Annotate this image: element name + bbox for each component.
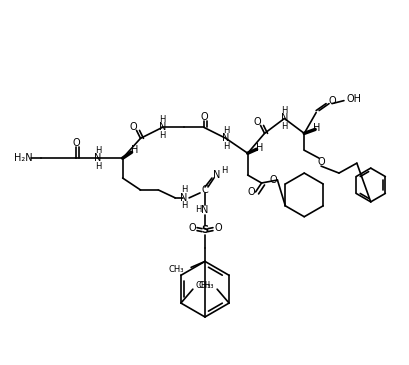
Text: H₂N: H₂N — [14, 153, 33, 163]
Text: H: H — [130, 145, 138, 155]
Text: H: H — [94, 162, 101, 170]
Text: N: N — [222, 133, 229, 143]
Text: H: H — [281, 106, 287, 115]
Text: CH₃: CH₃ — [198, 281, 213, 290]
Text: O: O — [213, 223, 221, 233]
Text: H: H — [222, 126, 229, 135]
Text: O: O — [129, 122, 137, 132]
Text: H: H — [255, 143, 263, 153]
Text: H: H — [313, 123, 320, 134]
Text: H: H — [194, 205, 201, 214]
Text: N: N — [213, 170, 220, 180]
Text: H: H — [180, 185, 187, 195]
Text: CH₃: CH₃ — [196, 281, 211, 290]
Text: N: N — [94, 153, 101, 163]
Text: N: N — [280, 114, 288, 123]
Text: H: H — [222, 142, 229, 151]
Text: CH₃: CH₃ — [168, 265, 184, 274]
Text: C: C — [201, 185, 208, 195]
Text: O: O — [328, 96, 335, 105]
Text: H: H — [94, 146, 101, 155]
Text: H: H — [180, 201, 187, 210]
Text: H: H — [159, 131, 165, 140]
Text: O: O — [317, 157, 324, 167]
Text: H: H — [281, 122, 287, 131]
Text: OH: OH — [346, 94, 361, 104]
Text: O: O — [200, 112, 207, 123]
Text: O: O — [253, 118, 261, 127]
Text: N: N — [201, 205, 208, 215]
Text: H: H — [220, 166, 227, 174]
Text: O: O — [188, 223, 196, 233]
Text: O: O — [247, 187, 255, 197]
Text: O: O — [269, 175, 276, 185]
Text: N: N — [158, 122, 166, 132]
Text: S: S — [201, 224, 208, 235]
Text: N: N — [180, 193, 187, 203]
Text: O: O — [72, 138, 80, 148]
Text: H: H — [159, 115, 165, 124]
